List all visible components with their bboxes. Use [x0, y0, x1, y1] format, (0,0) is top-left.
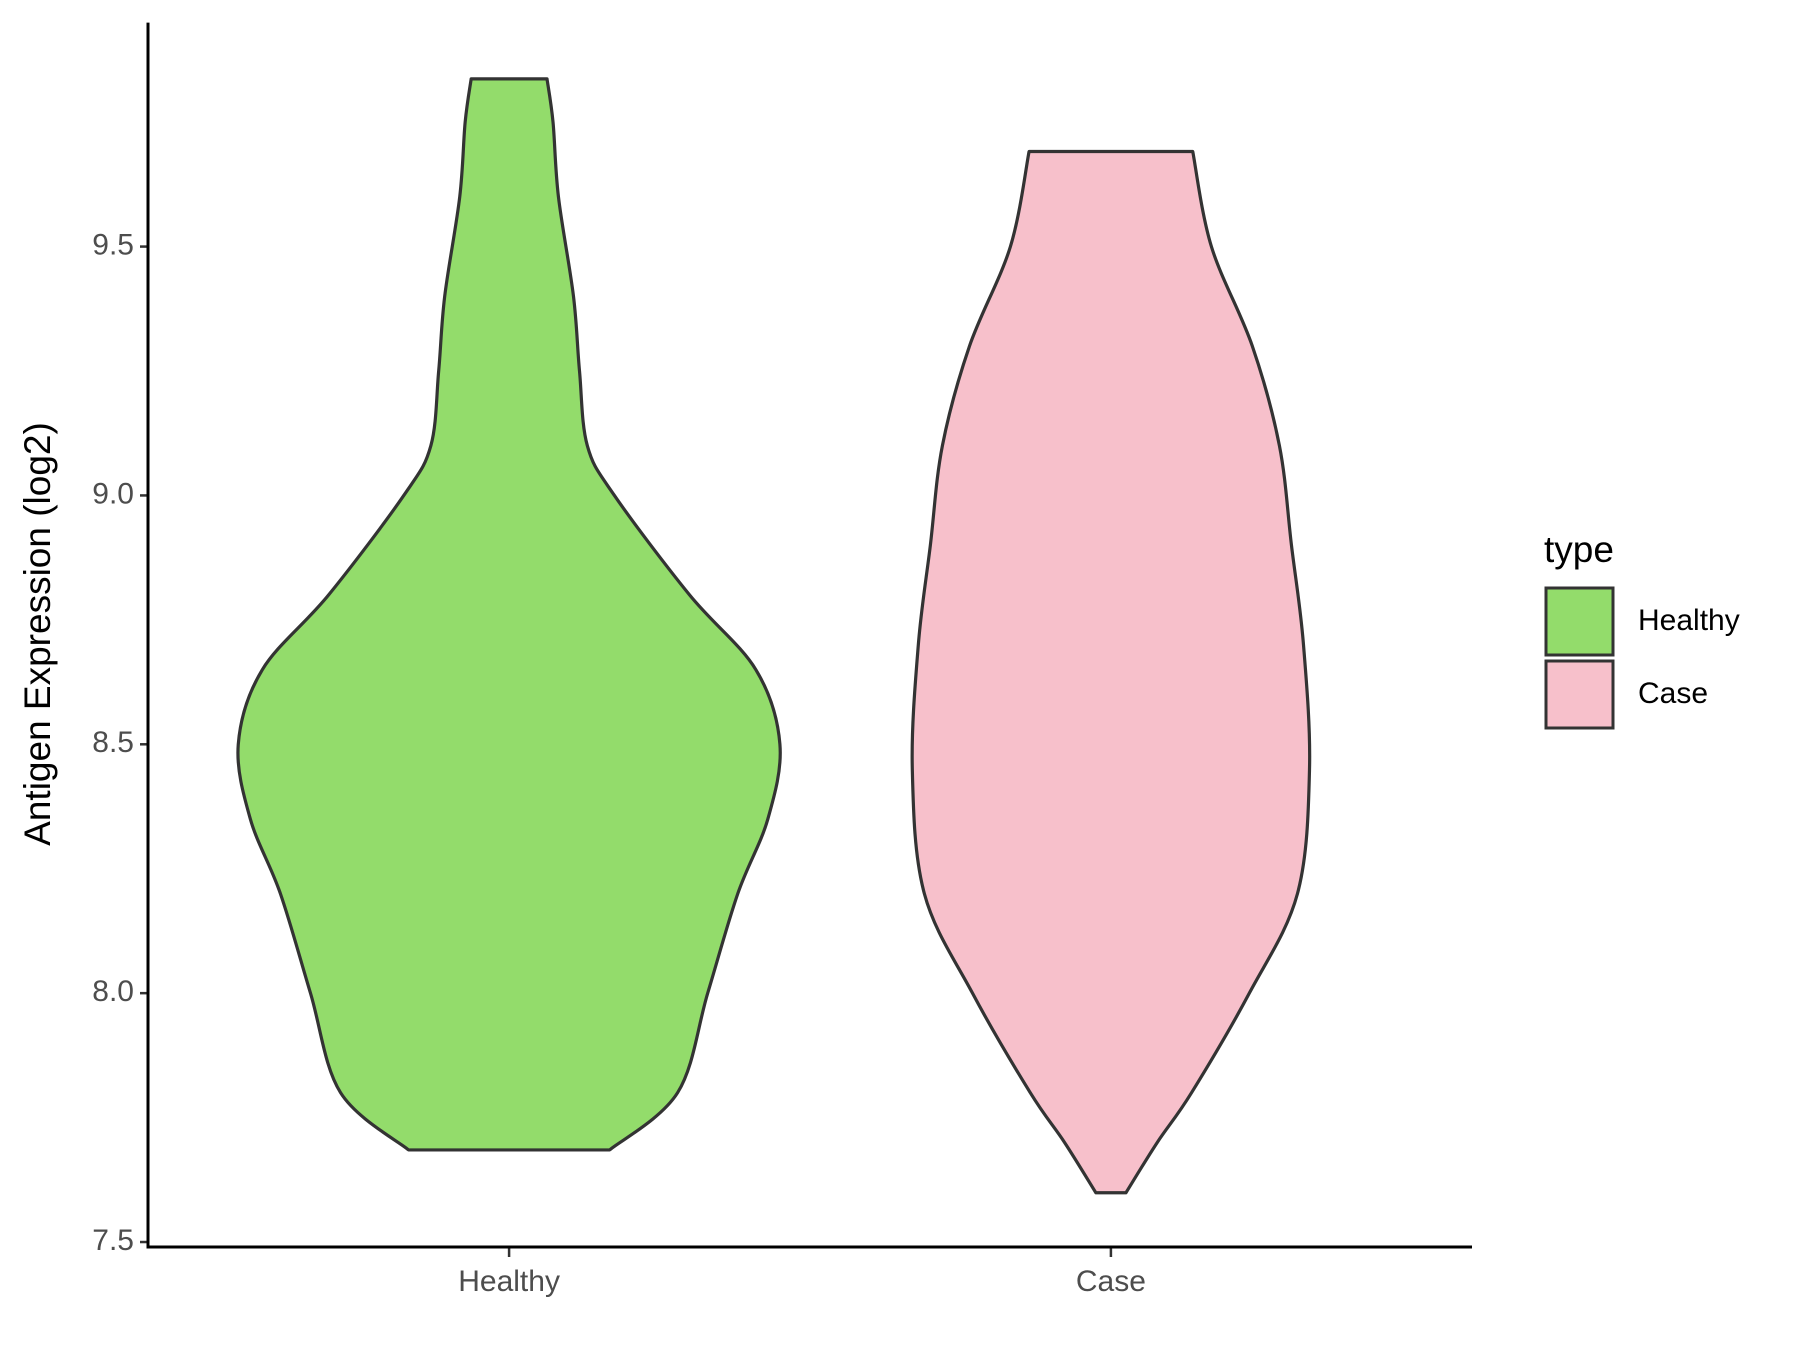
violin: [910, 149, 1312, 1195]
x-tick-label: Case: [1076, 1265, 1146, 1298]
violin: [236, 77, 782, 1152]
y-tick-label: 7.5: [92, 1224, 134, 1257]
x-tick-label: Healthy: [458, 1265, 560, 1298]
legend-key: [1544, 659, 1615, 730]
legend-label: Case: [1638, 677, 1708, 710]
y-tick-label: 9.0: [92, 477, 134, 510]
y-tick-label: 9.5: [92, 228, 134, 261]
y-tick-label: 8.0: [92, 975, 134, 1008]
legend-label: Healthy: [1638, 604, 1740, 637]
legend-title: type: [1544, 529, 1614, 570]
legend-key: [1544, 586, 1615, 657]
y-tick-label: 8.5: [92, 726, 134, 759]
y-axis-title: Antigen Expression (log2): [17, 422, 58, 846]
